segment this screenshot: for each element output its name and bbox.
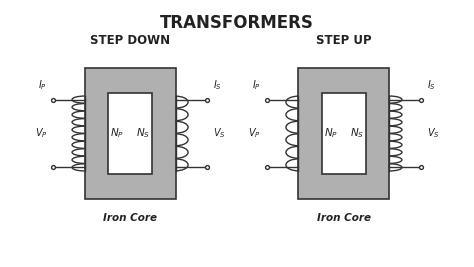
Text: Iron Core: Iron Core (317, 213, 371, 223)
Text: $V_P$: $V_P$ (35, 127, 47, 140)
Text: $V_P$: $V_P$ (248, 127, 261, 140)
Text: STEP DOWN: STEP DOWN (90, 34, 170, 47)
Bar (84, 68, 175, 199)
Bar (299, 68, 390, 199)
Text: $I_P$: $I_P$ (38, 78, 47, 92)
Text: $I_S$: $I_S$ (213, 78, 222, 92)
Text: $N_P$: $N_P$ (324, 127, 338, 140)
Bar (322, 93, 365, 174)
Text: $N_S$: $N_S$ (136, 127, 150, 140)
Text: $I_P$: $I_P$ (252, 78, 261, 92)
Bar (109, 93, 152, 174)
Text: $V_S$: $V_S$ (427, 127, 439, 140)
Text: STEP UP: STEP UP (316, 34, 372, 47)
Text: $N_P$: $N_P$ (110, 127, 124, 140)
Text: $I_S$: $I_S$ (427, 78, 436, 92)
Text: Iron Core: Iron Core (103, 213, 157, 223)
Text: $N_S$: $N_S$ (350, 127, 364, 140)
Text: $V_S$: $V_S$ (213, 127, 226, 140)
Text: TRANSFORMERS: TRANSFORMERS (160, 14, 314, 32)
